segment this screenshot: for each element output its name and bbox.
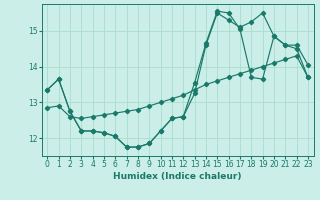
X-axis label: Humidex (Indice chaleur): Humidex (Indice chaleur)	[113, 172, 242, 181]
